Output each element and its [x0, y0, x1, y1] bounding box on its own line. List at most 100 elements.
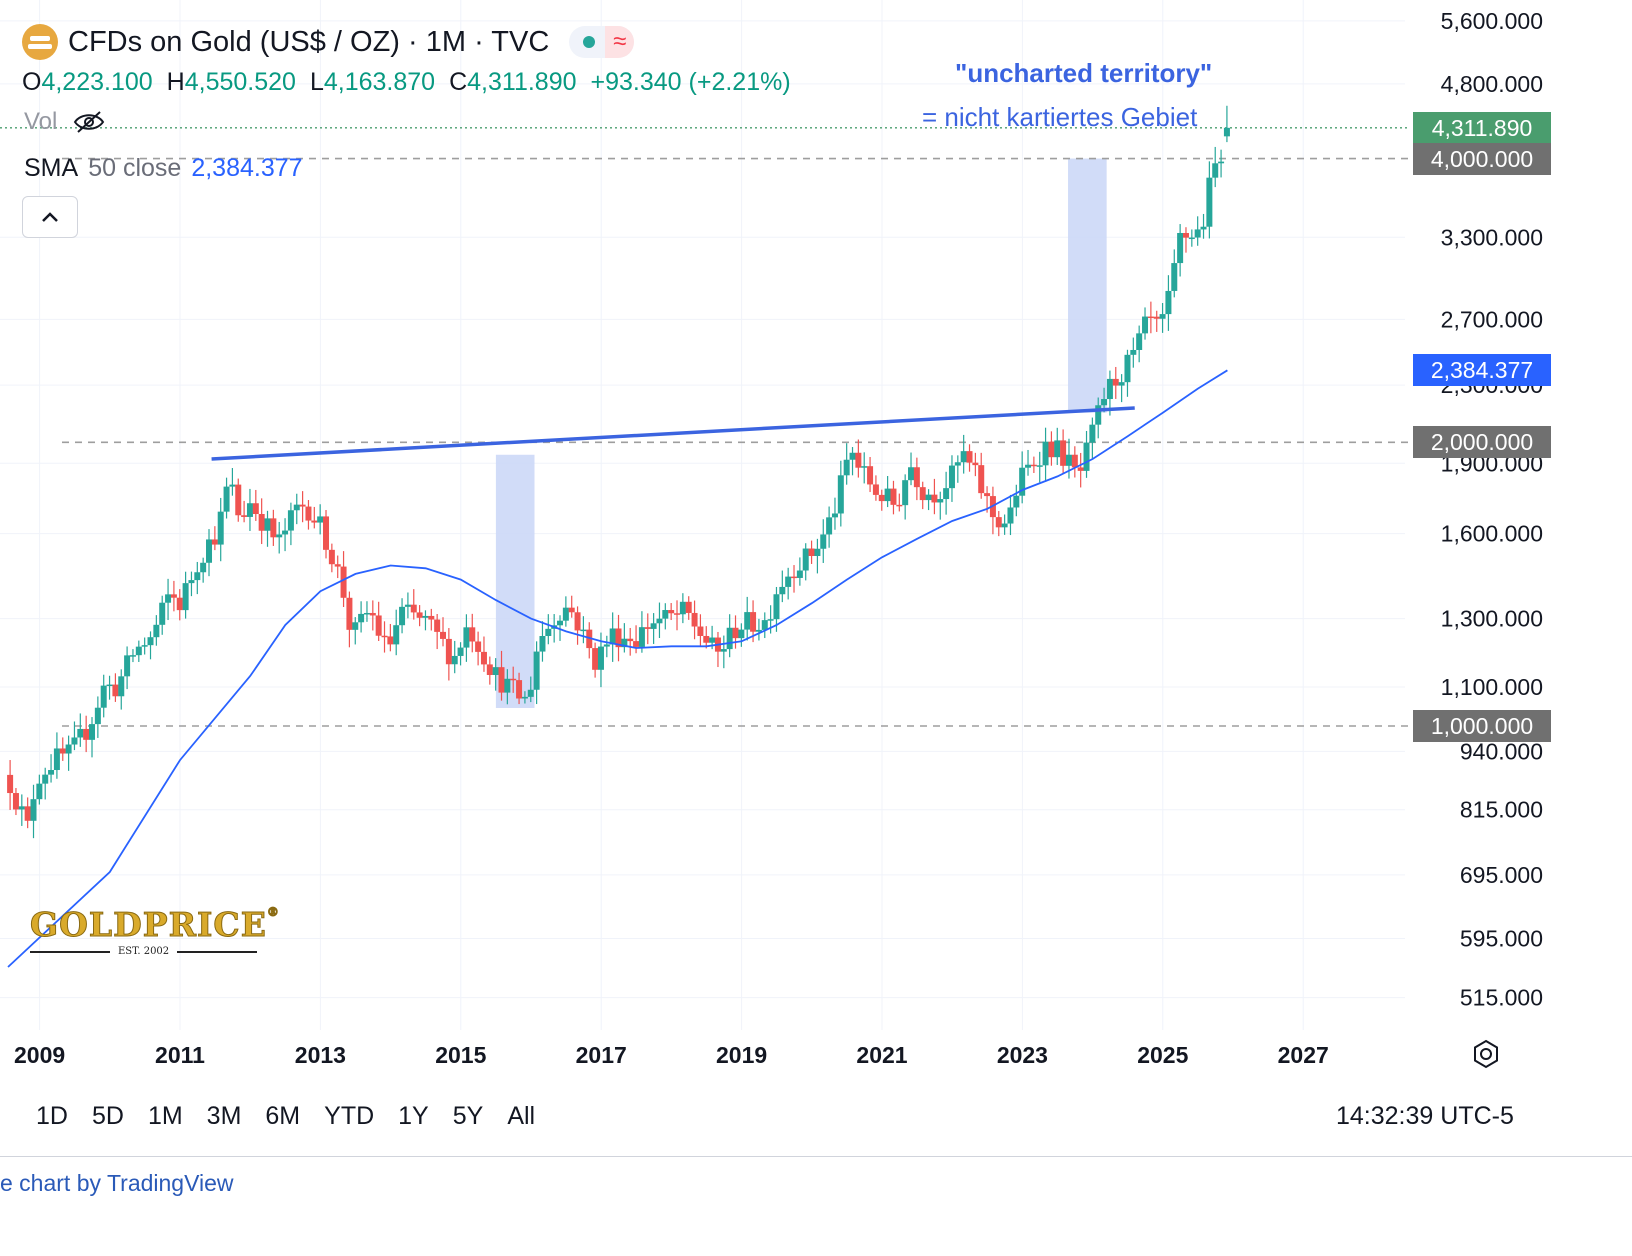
candle [779, 570, 786, 603]
gold-bars-icon [22, 24, 58, 60]
candle [147, 631, 154, 660]
candle [188, 571, 195, 597]
candle [457, 642, 464, 666]
candle [931, 478, 938, 515]
candle [627, 627, 634, 656]
range-button-1d[interactable]: 1D [36, 1102, 68, 1130]
candle [1042, 427, 1049, 482]
candle [1013, 484, 1020, 517]
logo-reg: ® [266, 905, 280, 920]
logo-est: EST. 2002 [118, 946, 170, 957]
candle [217, 497, 224, 562]
sma-param: 50 close [88, 154, 182, 182]
highlight-zone-2 [1068, 158, 1107, 413]
candle [416, 605, 423, 627]
candle [943, 471, 950, 515]
highlight-zones [495, 158, 1107, 708]
candle [1095, 397, 1102, 439]
market-status[interactable]: ≈ [569, 26, 635, 58]
sma-legend[interactable]: SMA 50 close 2,384.377 [24, 154, 303, 183]
candle [363, 601, 370, 622]
candle [100, 674, 107, 718]
range-button-1y[interactable]: 1Y [398, 1102, 429, 1130]
settings-icon[interactable] [1470, 1038, 1502, 1070]
candle [592, 642, 599, 678]
candle [276, 521, 283, 554]
candle [24, 797, 31, 829]
range-button-6m[interactable]: 6M [265, 1102, 301, 1130]
price-tag-0: 4,311.890 [1413, 111, 1551, 144]
open-value: 4,223.100 [41, 68, 153, 96]
candle [264, 510, 271, 547]
range-button-5d[interactable]: 5D [91, 1102, 124, 1130]
candle [1136, 325, 1143, 363]
x-tick-label: 2027 [1278, 1042, 1329, 1068]
x-tick-label: 2015 [435, 1042, 486, 1068]
candle [328, 543, 335, 573]
candle [738, 623, 745, 647]
candle [1212, 146, 1219, 188]
candle [1194, 216, 1201, 246]
clock-timezone[interactable]: 14:32:39 UTC-5 [1336, 1102, 1514, 1130]
delayed-data-icon: ≈ [605, 26, 635, 58]
price-tag-2: 2,384.377 [1413, 354, 1551, 387]
candlestick-series [7, 105, 1230, 839]
high-label: H [166, 68, 185, 96]
y-tick-label: 1,100.000 [1441, 674, 1543, 700]
y-tick-label: 515.000 [1460, 985, 1543, 1011]
candle [703, 626, 710, 649]
candle [533, 641, 540, 705]
eye-hidden-icon[interactable] [73, 110, 105, 134]
candle [124, 646, 131, 690]
candle [399, 598, 406, 634]
candle [492, 658, 499, 691]
candle [1112, 366, 1119, 399]
x-tick-label: 2021 [856, 1042, 907, 1068]
candle [785, 567, 792, 600]
candle [884, 476, 891, 508]
collapse-legend-button[interactable] [22, 196, 78, 238]
y-tick-label: 695.000 [1460, 862, 1543, 888]
candle [1036, 451, 1043, 483]
candle [12, 788, 19, 816]
volume-label: Vol [24, 108, 58, 135]
price-tag-3: 2,000.000 [1413, 426, 1551, 459]
range-button-all[interactable]: All [507, 1102, 536, 1130]
sma-layer [7, 369, 1228, 968]
candle [650, 613, 657, 644]
candle [1025, 449, 1032, 476]
candle [1177, 224, 1184, 277]
candle [206, 529, 213, 577]
range-button-1m[interactable]: 1M [147, 1102, 183, 1130]
low-value: 4,163.870 [323, 68, 436, 96]
candle [802, 543, 809, 581]
range-button-3m[interactable]: 3M [206, 1102, 242, 1130]
range-button-ytd[interactable]: YTD [324, 1102, 375, 1130]
chart-title-row: CFDs on Gold (US$ / OZ) · 1M · TVC ≈ [22, 22, 635, 62]
y-tick-label: 1,600.000 [1441, 521, 1543, 547]
low-label: L [309, 68, 324, 96]
candle [71, 721, 78, 751]
candle [878, 489, 885, 511]
candle [153, 615, 160, 646]
candle [323, 510, 330, 559]
candle [972, 452, 979, 477]
x-axis[interactable]: 2009 2011 2013 2015 2017 2019 2021 2023 2025 2027 [14, 1042, 1329, 1068]
sma-value: 2,384.377 [191, 154, 303, 182]
chart-title: CFDs on Gold (US$ / OZ) · 1M · TVC [68, 25, 550, 58]
candle [404, 592, 411, 619]
volume-legend[interactable]: Vol [24, 108, 105, 136]
range-button-5y[interactable]: 5Y [452, 1102, 484, 1130]
sma-name: SMA [24, 154, 79, 182]
candle [469, 613, 476, 653]
candle [293, 493, 300, 525]
candle [165, 578, 172, 621]
tradingview-credit-link[interactable]: e chart by TradingView [0, 1170, 234, 1196]
candle [545, 614, 552, 645]
candle [299, 491, 306, 523]
candle [129, 649, 136, 663]
candle [685, 596, 692, 620]
candle [574, 606, 581, 645]
candle [580, 616, 587, 644]
